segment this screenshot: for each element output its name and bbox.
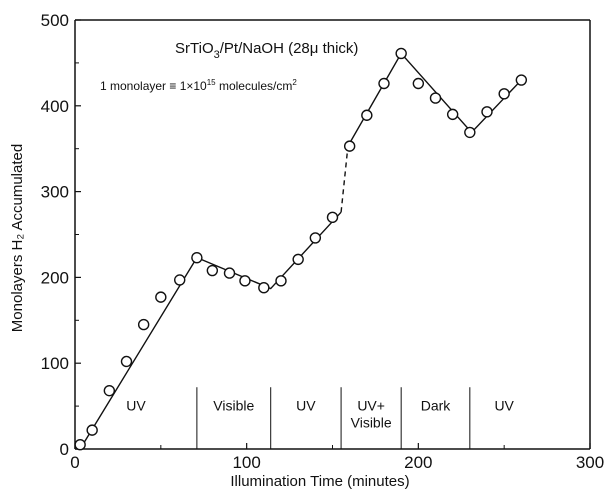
monolayer-def-units: molecules/cm [216, 79, 293, 93]
data-point [292, 253, 304, 266]
data-point [137, 318, 150, 331]
data-point [464, 126, 476, 139]
system-annotation: SrTiO3/Pt/NaOH (28μ thick) [175, 40, 358, 61]
y-tick-label: 400 [41, 97, 69, 116]
system-formula-subscript: 3 [214, 49, 220, 61]
data-point [239, 275, 251, 287]
data-point [191, 251, 203, 264]
data-point [206, 264, 219, 277]
system-formula-rest: /Pt/NaOH (28μ thick) [220, 40, 359, 57]
data-point [155, 291, 167, 303]
y-tick-label: 0 [60, 440, 69, 459]
monolayer-definition: 1 monolayer ≡ 1×1015 molecules/cm2 [100, 78, 297, 93]
data-point [378, 77, 390, 90]
data-point [481, 106, 493, 118]
data-point [429, 92, 442, 104]
data-point [361, 109, 373, 121]
data-point [120, 355, 133, 368]
y-tick-label: 100 [41, 354, 69, 373]
period-label: UV [296, 397, 316, 413]
monolayer-def-exponent: 15 [207, 78, 216, 87]
system-formula-base: SrTiO [175, 40, 214, 57]
y-tick-label: 500 [41, 11, 69, 30]
data-point [258, 281, 270, 294]
fit-line-dashed [340, 146, 349, 213]
data-point [74, 439, 86, 451]
data-point [343, 140, 356, 152]
data-point [412, 77, 425, 90]
data-point [103, 384, 116, 397]
data-point [86, 424, 98, 436]
fit-line [79, 211, 342, 450]
monolayer-def-unit-exponent: 2 [292, 78, 297, 87]
data-point [223, 267, 236, 279]
data-point [446, 108, 459, 121]
x-tick-label: 100 [232, 453, 260, 472]
y-tick-label: 300 [41, 183, 69, 202]
y-tick-label: 200 [41, 268, 69, 287]
data-point [515, 74, 528, 86]
y-ticks: 0 100 200 300 400 500 [41, 11, 81, 459]
x-tick-label: 200 [404, 453, 432, 472]
x-tick-label: 300 [576, 453, 604, 472]
period-label-line2: Visible [351, 414, 392, 430]
y-axis-label: Monolayers H₂ Accumulated [9, 144, 26, 332]
period-label: UV [126, 397, 146, 413]
period-label: UV+ [357, 397, 385, 413]
data-point [275, 275, 287, 287]
data-point [395, 47, 407, 60]
data-point [174, 274, 186, 286]
x-axis-label: Illumination Time (minutes) [230, 473, 409, 490]
period-label: UV [494, 397, 514, 413]
period-label: Dark [421, 397, 452, 413]
data-point [309, 232, 322, 244]
x-tick-label: 0 [70, 453, 79, 472]
data-point [326, 211, 339, 224]
data-point [498, 88, 510, 100]
period-label: Visible [213, 397, 254, 413]
monolayer-def-base: 1 monolayer ≡ 1×10 [100, 79, 207, 93]
data-points [74, 47, 528, 451]
x-ticks: 0 100 200 300 [70, 443, 604, 472]
